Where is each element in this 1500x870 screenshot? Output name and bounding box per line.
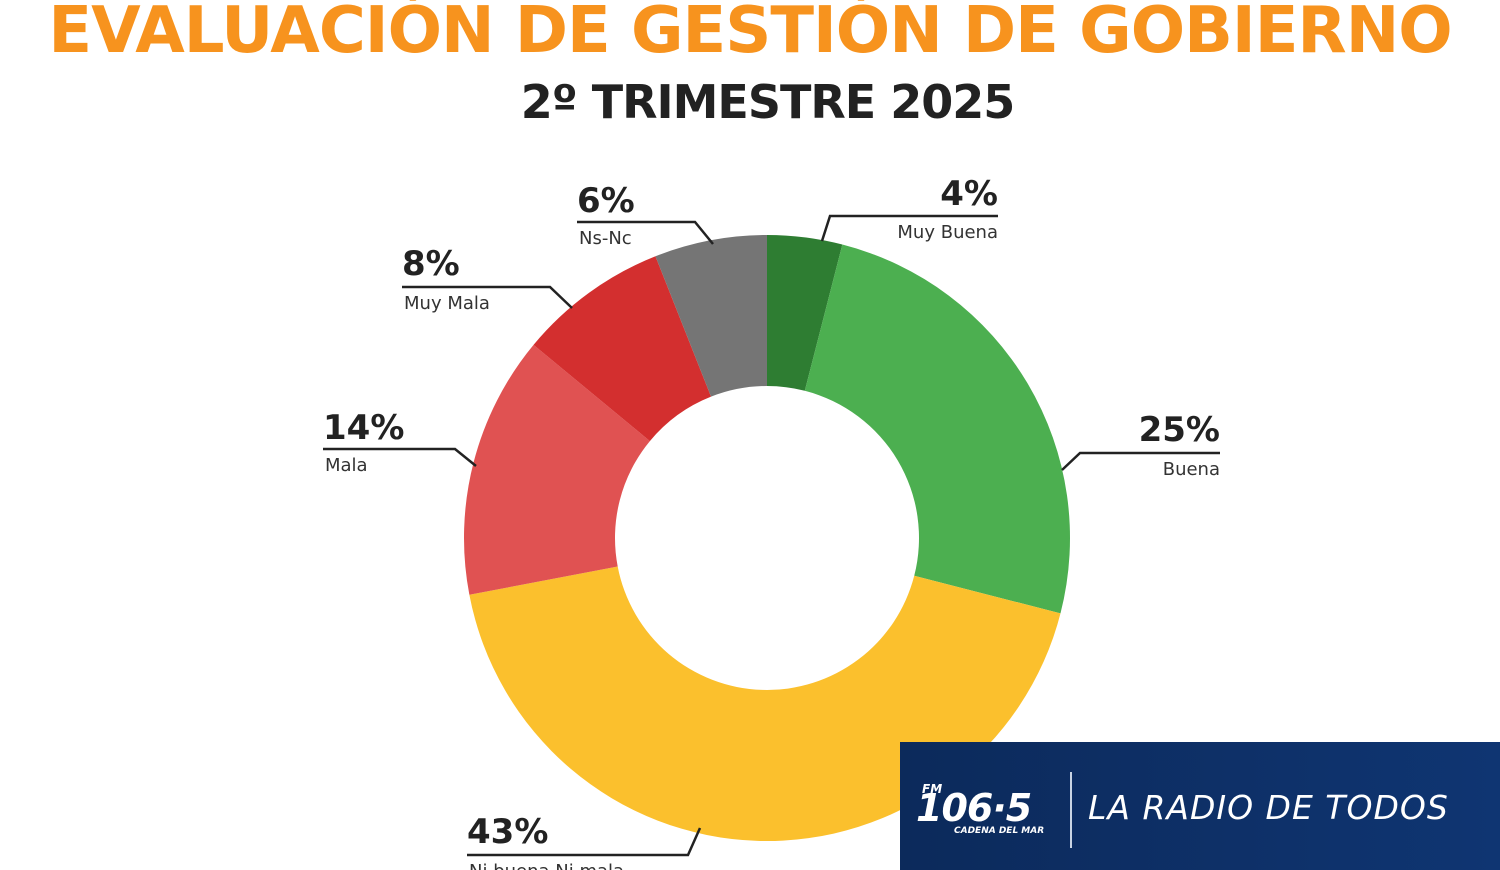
data-label-muy-mala: 8% [402, 244, 460, 284]
slice-mala [464, 344, 650, 595]
station-frequency: 106·5 [916, 786, 1032, 830]
slice-muy-buena [767, 235, 843, 391]
slice-buena [804, 244, 1070, 614]
slice-muy-mala [533, 256, 712, 442]
category-label-muy-buena: Muy Buena [897, 222, 998, 243]
leader-line-ni-buena-ni-mala [467, 827, 702, 857]
category-label-buena: Buena [1163, 459, 1220, 480]
banner-divider [1070, 772, 1072, 848]
station-name: CADENA DEL MAR [954, 826, 1045, 836]
leader-line-mala [323, 447, 477, 467]
page-subtitle: 2º TRIMESTRE 2025 [520, 75, 1015, 129]
slice-ns-nc [655, 235, 767, 397]
leader-line-muy-buena [820, 214, 998, 242]
leader-line-muy-mala [402, 285, 573, 309]
category-label-mala: Mala [325, 455, 368, 476]
category-label-muy-mala: Muy Mala [404, 293, 490, 314]
station-banner: FM 106·5 CADENA DEL MAR LA RADIO DE TODO… [900, 742, 1500, 870]
category-label-ns-nc: Ns-Nc [579, 228, 632, 249]
data-label-buena: 25% [1139, 410, 1220, 450]
page-title: EVALUACIÓN DE GESTIÓN DE GOBIERNO [48, 0, 1452, 68]
station-band: FM [922, 782, 943, 796]
category-label-ni-buena-ni-mala: Ni buena Ni mala [469, 861, 624, 870]
data-label-ns-nc: 6% [577, 181, 635, 221]
data-label-ni-buena-ni-mala: 43% [467, 812, 548, 852]
data-label-muy-buena: 4% [940, 174, 998, 214]
data-label-mala: 14% [323, 408, 404, 448]
leader-line-ns-nc [577, 220, 714, 245]
station-slogan: LA RADIO DE TODOS [1088, 788, 1449, 827]
leader-line-buena [1061, 451, 1220, 471]
